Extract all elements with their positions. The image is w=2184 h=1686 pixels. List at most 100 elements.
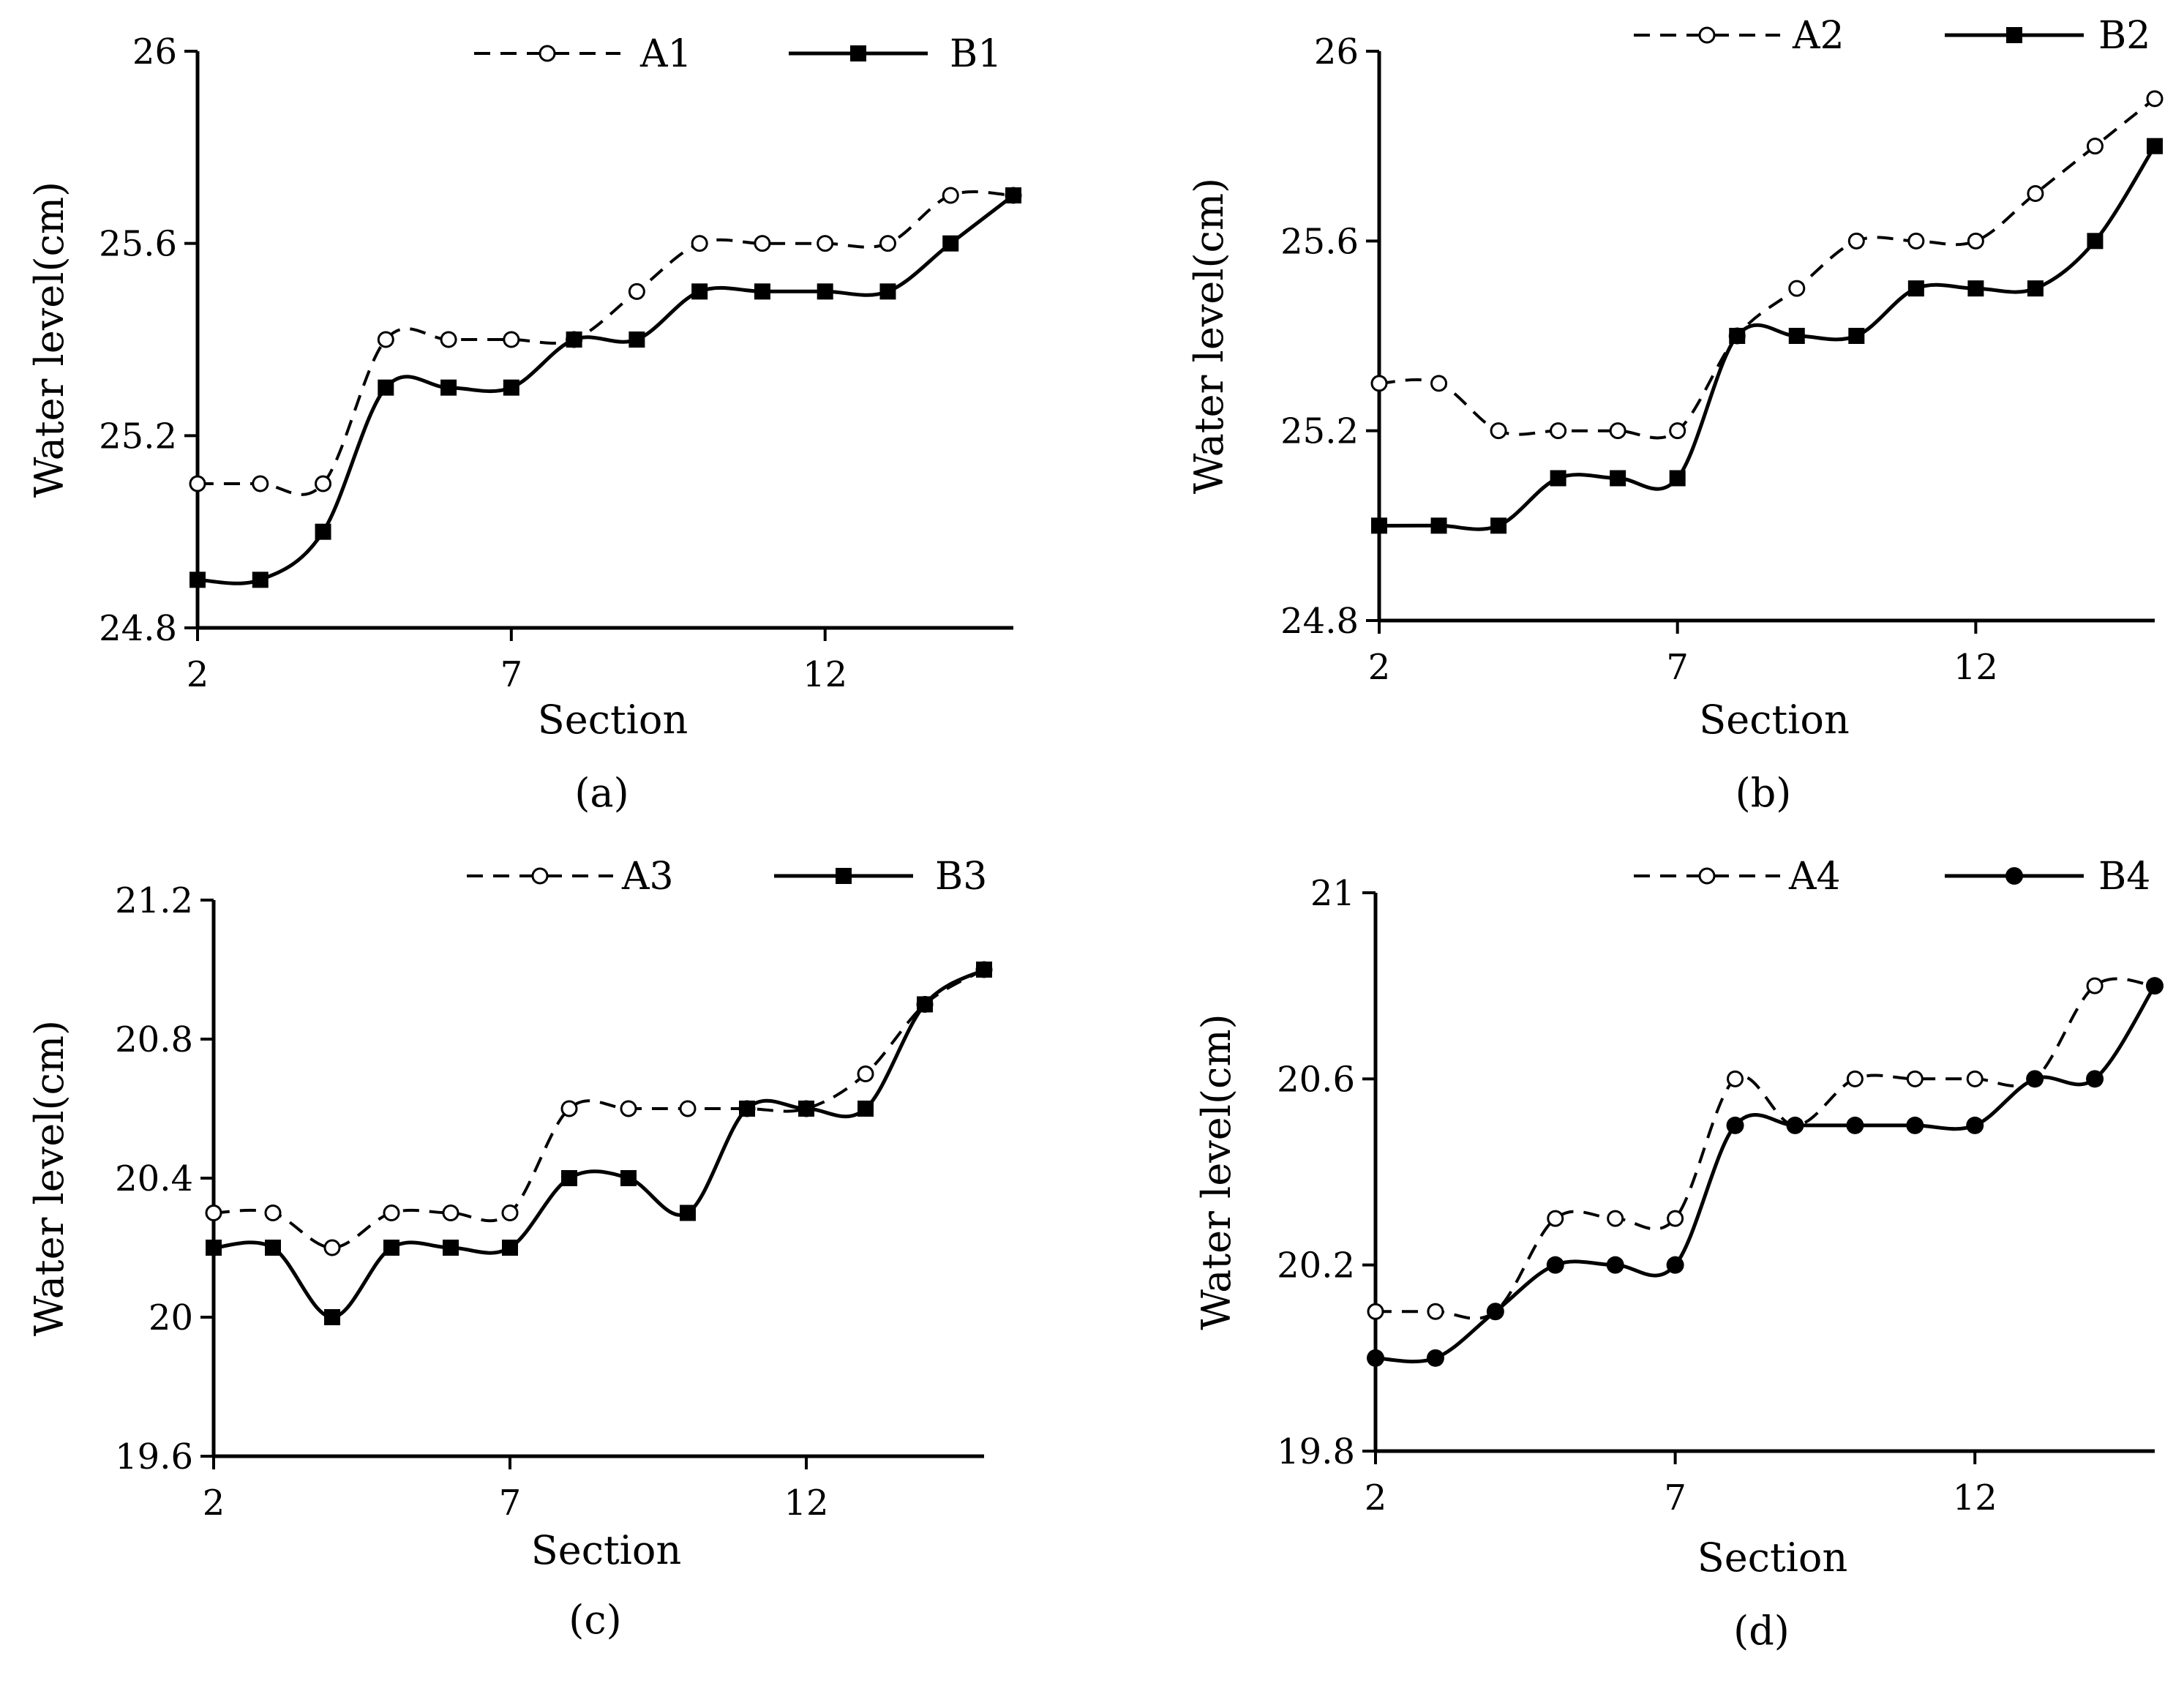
y-tick-label: 25.2 (99, 416, 177, 457)
y-tick-label: 20.8 (115, 1019, 193, 1060)
x-tick-label: 7 (1664, 1477, 1686, 1518)
data-point-B2-12 (1967, 280, 1984, 297)
data-point-B4-5 (1546, 1256, 1564, 1274)
data-point-B4-6 (1606, 1256, 1624, 1274)
data-point-B3-7 (502, 1240, 518, 1256)
series-B2 (1371, 138, 2163, 534)
x-tick-label: 2 (203, 1483, 225, 1524)
data-point-A2-14 (2086, 138, 2104, 155)
y-tick-label: 21.2 (115, 880, 193, 921)
data-point-B3-4 (324, 1309, 340, 1325)
data-point-B3-11 (739, 1101, 755, 1117)
data-point-B1-15 (1005, 187, 1021, 203)
data-point-B2-10 (1848, 328, 1865, 344)
data-point-B2-11 (1907, 280, 1924, 297)
data-point-B3-2 (206, 1240, 222, 1256)
data-point-A4-7 (1667, 1210, 1684, 1227)
y-tick-label: 19.8 (1277, 1431, 1355, 1472)
data-point-B4-2 (1367, 1349, 1384, 1367)
data-point-A2-3 (1430, 375, 1448, 392)
data-point-B4-10 (1846, 1116, 1864, 1134)
data-point-A2-15 (2146, 90, 2164, 108)
legend-entry-A4: A4 (1634, 855, 1841, 899)
series-B4 (1367, 977, 2164, 1367)
data-point-A4-12 (1966, 1070, 1984, 1087)
series-line-A4 (1375, 977, 2155, 1320)
data-point-B4-7 (1666, 1256, 1684, 1274)
data-point-B1-7 (503, 379, 519, 396)
legend-label: A3 (621, 855, 674, 899)
data-point-B1-13 (879, 283, 896, 300)
legend-label: A4 (1788, 855, 1841, 899)
y-tick-label: 25.6 (1280, 221, 1359, 262)
y-tick-label: 25.2 (1280, 411, 1359, 452)
data-point-A3-10 (679, 1100, 697, 1117)
x-tick-label: 12 (1953, 1477, 1997, 1518)
data-point-A1-2 (189, 475, 206, 492)
chart-panel-2: 24.8 25.2 25.6 26 2 7 12 Section Water level(cm)… (1186, 14, 2164, 816)
data-point-B2-13 (2027, 280, 2044, 297)
data-point-A2-2 (1370, 375, 1388, 392)
legend-marker (836, 868, 852, 884)
data-point-B3-6 (443, 1240, 459, 1256)
y-axis-title: Water level(cm) (26, 181, 72, 498)
data-point-B1-8 (566, 331, 582, 348)
data-point-B1-14 (942, 235, 959, 252)
series-A4 (1367, 977, 2164, 1320)
data-point-A2-5 (1550, 422, 1567, 440)
data-point-B4-15 (2146, 977, 2164, 995)
legend-marker (1698, 26, 1716, 44)
data-point-A3-13 (857, 1065, 874, 1082)
legend-label: A1 (639, 32, 692, 76)
data-point-A3-6 (442, 1204, 459, 1221)
data-point-A2-9 (1788, 280, 1806, 297)
data-point-B4-13 (2026, 1070, 2044, 1088)
y-tick-label: 24.8 (1280, 601, 1359, 642)
data-point-B4-8 (1726, 1116, 1744, 1134)
y-tick-label: 20.2 (1277, 1245, 1355, 1286)
data-point-B3-5 (383, 1240, 399, 1256)
y-tick-label: 25.6 (99, 224, 177, 265)
data-point-B1-4 (315, 523, 331, 540)
data-point-B2-7 (1669, 470, 1686, 487)
legend-entry-B2: B2 (1945, 14, 2150, 58)
y-tick-label: 26 (132, 31, 177, 72)
legend-label: A2 (1792, 14, 1845, 58)
series-line-A1 (198, 190, 1014, 496)
series-A3 (205, 961, 993, 1256)
data-point-A2-12 (1967, 232, 1984, 250)
y-tick-label: 20 (149, 1297, 193, 1338)
data-point-B4-11 (1906, 1116, 1924, 1134)
data-point-A4-6 (1607, 1210, 1624, 1227)
data-point-A1-7 (503, 331, 520, 348)
data-point-B3-3 (265, 1240, 281, 1256)
data-point-A3-3 (264, 1204, 282, 1221)
data-point-A4-3 (1427, 1303, 1444, 1320)
legend-entry-A3: A3 (467, 855, 674, 899)
series-B3 (206, 962, 992, 1325)
data-point-B3-15 (976, 962, 992, 978)
data-point-B2-9 (1788, 328, 1805, 344)
data-point-A4-8 (1727, 1070, 1744, 1087)
legend-entry-B4: B4 (1945, 855, 2150, 899)
data-point-A1-11 (754, 235, 771, 252)
data-point-B3-12 (798, 1101, 814, 1117)
y-tick-label: 21 (1310, 873, 1355, 914)
data-point-B1-3 (252, 572, 269, 588)
data-point-B4-12 (1966, 1116, 1984, 1134)
data-point-B3-9 (620, 1170, 637, 1186)
x-axis-title: Section (1699, 697, 1849, 743)
data-point-B4-14 (2086, 1070, 2104, 1088)
x-axis-title: Section (531, 1527, 681, 1573)
data-point-A3-2 (205, 1204, 222, 1221)
legend-marker (1698, 867, 1716, 885)
chart-panel-4: 19.8 20.2 20.6 21 2 7 12 Section Water level(cm)… (1193, 855, 2164, 1654)
y-axis-title: Water level(cm) (1186, 178, 1232, 494)
data-point-B1-9 (628, 331, 645, 348)
data-point-A1-13 (879, 235, 896, 252)
panel-caption: (b) (1735, 770, 1792, 816)
legend-entry-B3: B3 (774, 855, 987, 899)
x-axis-title: Section (1697, 1535, 1847, 1581)
panel-caption: (a) (574, 770, 628, 816)
